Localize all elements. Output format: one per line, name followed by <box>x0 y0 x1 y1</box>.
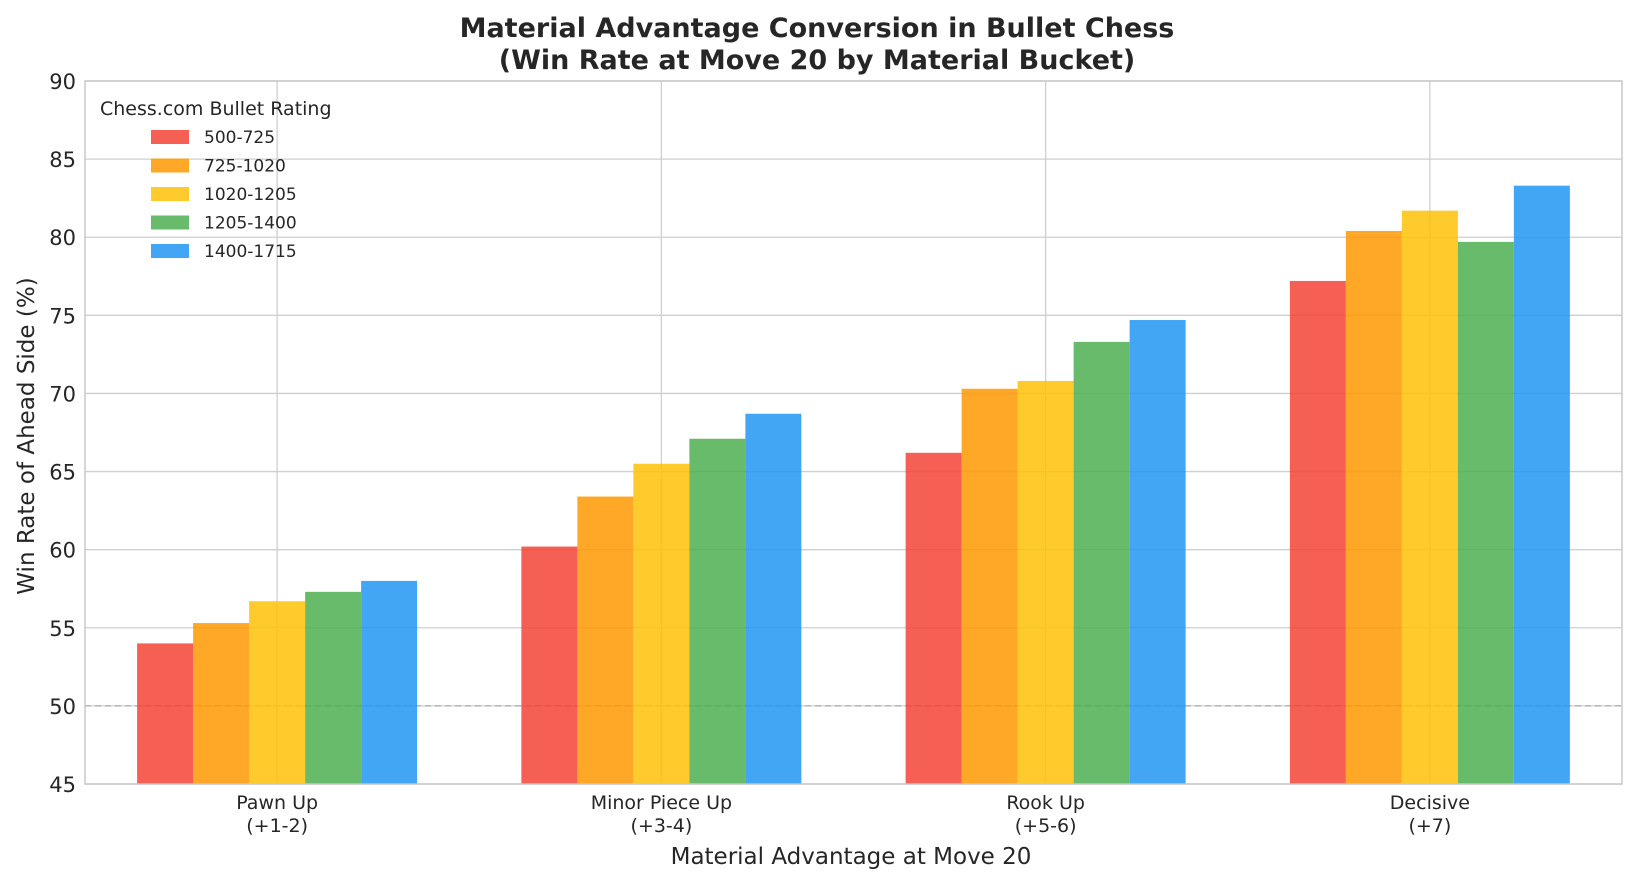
legend-swatch <box>151 187 189 201</box>
bar-1400-1715-2 <box>1129 320 1186 784</box>
plot-frame <box>84 80 1623 785</box>
bar-1400-1715-1 <box>745 413 802 784</box>
bar-500-725-2 <box>905 452 962 784</box>
tick-labels: 45 50 55 60 65 70 75 80 85 90 Pawn Up(+1-2) Minor P… <box>49 70 1470 837</box>
y-tick-label: 50 <box>49 695 76 719</box>
legend-label: 1205-1400 <box>204 214 297 234</box>
y-tick-label: 85 <box>49 148 76 172</box>
legend-title: Chess.com Bullet Rating <box>100 98 332 120</box>
x-tick-label: (+3-4) <box>630 815 692 837</box>
y-tick-label: 70 <box>49 382 76 406</box>
x-tick-label: Decisive <box>1390 792 1470 814</box>
legend-swatch <box>151 130 189 144</box>
bar-1020-1205-0 <box>249 601 306 784</box>
bar-1020-1205-3 <box>1401 210 1458 785</box>
x-axis-label: Material Advantage at Move 20 <box>671 844 1032 870</box>
bar-1205-1400-3 <box>1457 241 1514 785</box>
bar-500-725-0 <box>137 643 194 784</box>
bar-725-1020-2 <box>961 388 1018 784</box>
bar-1205-1400-0 <box>305 591 362 784</box>
legend-label: 500-725 <box>204 128 275 148</box>
x-tick-label: Rook Up <box>1006 792 1085 814</box>
legend-swatch <box>151 158 189 173</box>
y-axis-label: Win Rate of Ahead Side (%) <box>14 277 40 594</box>
bar-1400-1715-0 <box>361 580 418 784</box>
x-tick-label: Minor Piece Up <box>591 792 732 814</box>
bar-1205-1400-1 <box>689 438 746 784</box>
bar-500-725-3 <box>1289 280 1346 784</box>
legend-label: 1400-1715 <box>204 242 297 262</box>
legend-swatch <box>151 215 189 230</box>
bar-500-725-1 <box>521 546 578 784</box>
legend-swatch <box>151 244 189 258</box>
y-tick-label: 75 <box>49 304 76 328</box>
plot-border <box>84 80 1623 785</box>
bar-725-1020-0 <box>193 623 250 784</box>
chart-subtitle: (Win Rate at Move 20 by Material Bucket) <box>499 45 1136 76</box>
bar-725-1020-3 <box>1345 230 1402 784</box>
x-tick-label: (+5-6) <box>1015 815 1077 837</box>
legend: Chess.com Bullet Rating 500-725 725-1020 1… <box>100 98 332 262</box>
bars <box>137 185 1570 785</box>
x-tick-label: Pawn Up <box>236 792 318 814</box>
legend-label: 725-1020 <box>204 157 286 177</box>
y-tick-label: 80 <box>49 226 76 250</box>
x-tick-label: (+1-2) <box>246 815 308 837</box>
bar-725-1020-1 <box>577 496 634 784</box>
y-tick-label: 55 <box>49 617 76 641</box>
legend-label: 1020-1205 <box>204 185 297 205</box>
y-tick-label: 65 <box>49 461 76 485</box>
bar-1020-1205-2 <box>1017 380 1074 784</box>
bar-1020-1205-1 <box>633 463 690 784</box>
chart-title: Material Advantage Conversion in Bullet … <box>460 13 1175 44</box>
bar-1400-1715-3 <box>1513 185 1570 784</box>
y-tick-label: 90 <box>49 70 76 94</box>
x-tick-label: (+7) <box>1408 815 1451 837</box>
y-tick-label: 45 <box>49 773 76 797</box>
bar-1205-1400-2 <box>1073 341 1130 784</box>
y-tick-label: 60 <box>49 539 76 563</box>
